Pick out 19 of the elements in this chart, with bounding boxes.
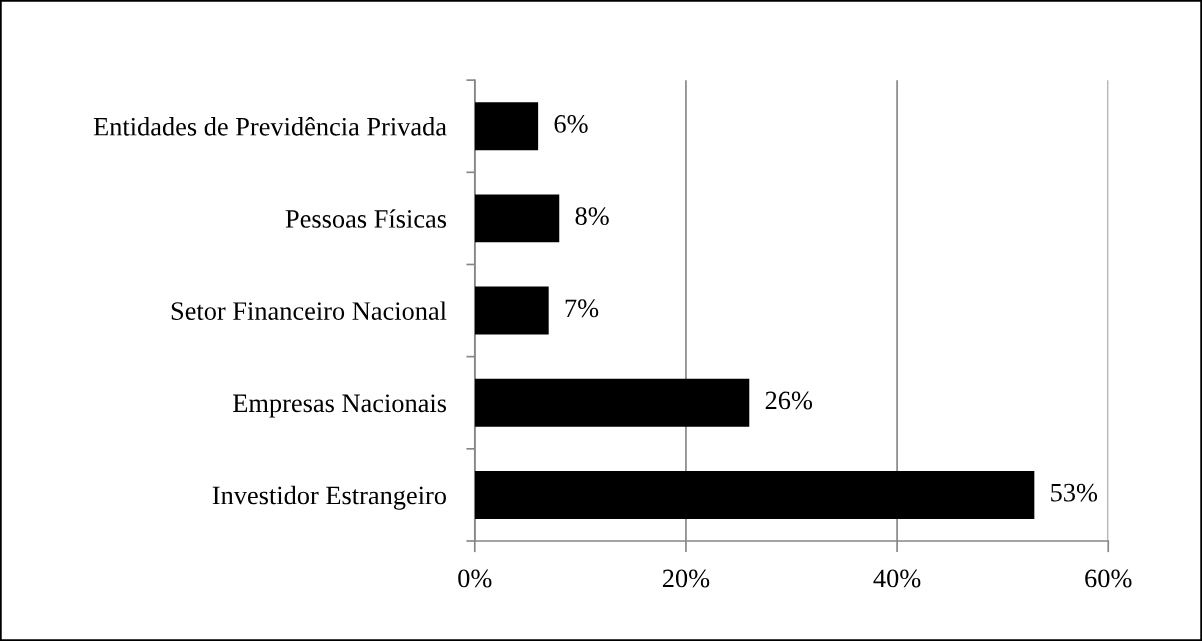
x-tick-label: 40% — [873, 569, 921, 588]
bar — [474, 378, 750, 427]
y-tick-label: Pessoas Físicas — [285, 209, 447, 228]
data-label: 6% — [554, 115, 588, 133]
x-tick-label: 20% — [662, 569, 710, 588]
x-tick-label: 60% — [1085, 569, 1132, 588]
bar — [474, 194, 560, 243]
bar — [474, 102, 539, 151]
y-tick-label: Empresas Nacionais — [233, 394, 447, 418]
y-tick-label: Entidades de Previdência Privada — [93, 117, 447, 136]
data-label: 26% — [765, 391, 813, 410]
data-label: 53% — [1051, 483, 1098, 502]
data-label: 8% — [575, 207, 609, 226]
data-label: 7% — [565, 299, 599, 318]
bar — [474, 470, 1035, 519]
bar — [474, 286, 549, 335]
y-tick-label: Setor Financeiro Nacional — [171, 301, 447, 320]
y-tick-label: Investidor Estrangeiro — [212, 485, 447, 510]
x-tick-label: 0% — [458, 569, 492, 588]
